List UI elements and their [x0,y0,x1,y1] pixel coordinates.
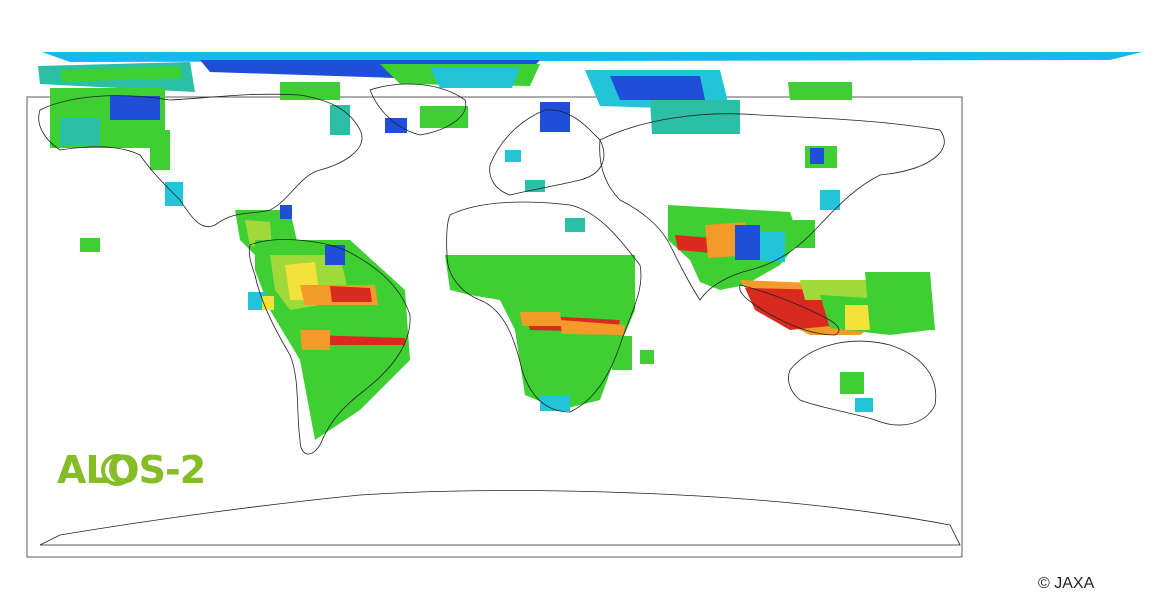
alaska-tiles [50,82,840,252]
alos-2-logo: ALOS-2 [57,448,206,492]
arctic-swath [42,52,1142,62]
arctic-canada-tiles [38,60,852,134]
coastlines [38,83,961,546]
alos-2-logo-mark [101,454,133,486]
map-frame [26,96,963,558]
asia-tiles [668,205,935,412]
copyright-notice: © JAXA [1038,575,1095,592]
south-america-tiles [235,205,410,440]
africa-tiles [445,255,654,411]
